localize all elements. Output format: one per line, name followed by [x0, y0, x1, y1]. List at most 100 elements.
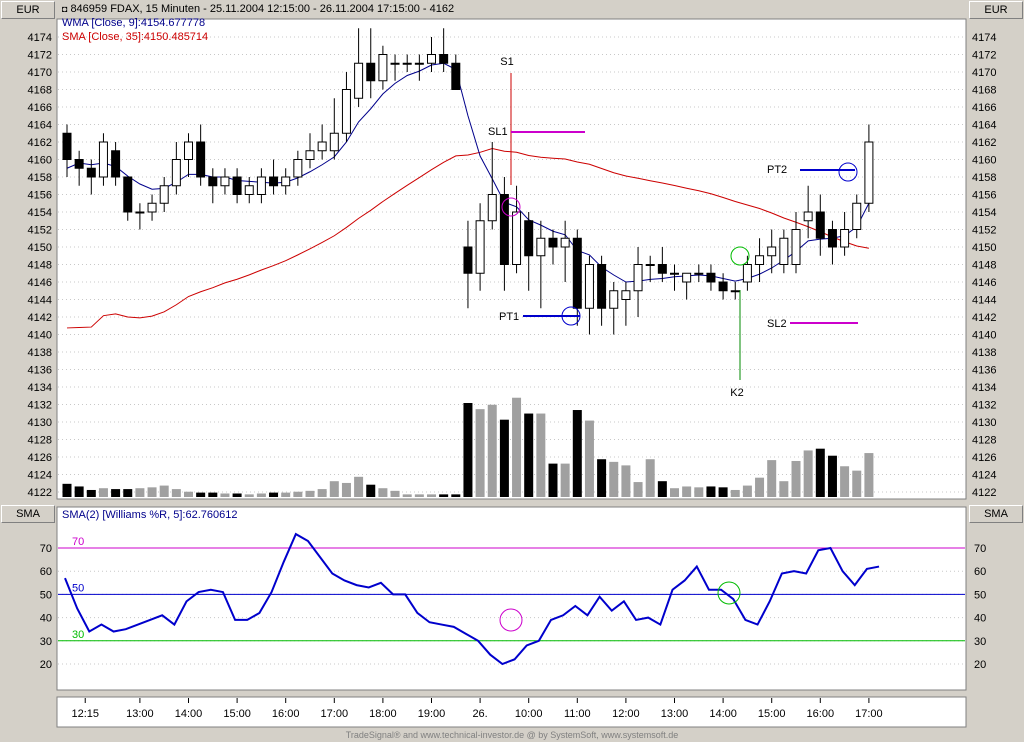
price-tick-label: 4160: [972, 155, 996, 167]
sma35-line: [66, 147, 869, 329]
price-tick-label: 4162: [972, 137, 996, 149]
candle-body: [147, 202, 157, 213]
candle: [220, 168, 230, 195]
candle: [548, 229, 558, 265]
candle: [196, 124, 206, 186]
bottom-right-unit: SMA: [969, 505, 1023, 523]
candle-body: [232, 176, 242, 195]
k2-entry-circle: [730, 246, 750, 266]
candle-body: [256, 176, 266, 195]
top-right-unit: EUR: [969, 1, 1023, 19]
volume-bar: [427, 494, 436, 497]
price-tick-label: 4134: [28, 382, 52, 394]
volume-bar: [111, 489, 121, 497]
oscillator-panel-bg: [56, 506, 967, 691]
volume-bar: [536, 413, 546, 497]
price-tick-label: 4122: [28, 487, 52, 499]
candlesticks: [62, 28, 874, 335]
candle-body: [402, 62, 412, 65]
volume-bar: [864, 453, 874, 497]
candle-body: [427, 54, 436, 64]
price-tick-label: 4152: [972, 225, 996, 237]
candle-body: [208, 176, 218, 187]
price-tick-label: 4142: [972, 312, 996, 324]
volume-bar: [524, 413, 534, 497]
pt1-circle: [561, 306, 581, 326]
volume-bar: [62, 483, 72, 497]
price-tick-label: 4166: [972, 102, 996, 114]
volume-bar: [475, 409, 485, 497]
volume-bar: [463, 403, 473, 497]
osc-tick-label: 40: [40, 613, 52, 625]
osc-level-label: 50: [72, 582, 84, 594]
legend-wma-text: WMA [Close, 9]:4154.677778: [62, 17, 206, 29]
candle-body: [730, 290, 740, 293]
oscillator-axis-left: 20 30 40 50 60 70: [40, 543, 52, 671]
candle-body: [864, 141, 874, 204]
time-tick-label: 26.: [472, 708, 487, 720]
price-tick-label: 4126: [972, 452, 996, 464]
osc-tick-label: 50: [40, 589, 52, 601]
volume-bar: [645, 459, 655, 497]
williams-r-sma-line: [64, 532, 880, 666]
candle: [560, 220, 570, 282]
volume-bar: [487, 404, 497, 497]
candle-body: [657, 264, 667, 274]
candle-body: [390, 62, 400, 65]
price-tick-label: 4136: [972, 365, 996, 377]
candle-body: [512, 211, 522, 265]
candle: [755, 238, 765, 282]
candle: [184, 133, 193, 177]
candle-body: [135, 211, 145, 214]
time-tick-label: 16:00: [272, 708, 300, 720]
candle: [341, 72, 351, 142]
osc-entry-circle-green: [717, 581, 741, 605]
candle-body: [584, 264, 594, 309]
volume-bar: [597, 459, 607, 497]
candle-body: [475, 220, 485, 274]
candle-body: [354, 62, 364, 99]
osc-tick-label: 20: [974, 659, 986, 671]
volume-bar: [159, 485, 169, 497]
volume-bar: [584, 420, 594, 497]
candle-body: [572, 237, 582, 309]
volume-bar: [730, 489, 740, 497]
candle-body: [560, 237, 570, 248]
price-tick-label: 4148: [28, 260, 52, 272]
price-tick-label: 4154: [972, 207, 996, 219]
candle: [597, 255, 607, 326]
volume-bar: [791, 460, 801, 497]
legend-oscillator-text: SMA(2) [Williams %R, 5]:62.760612: [62, 509, 238, 521]
price-tick-label: 4144: [28, 295, 52, 307]
volume-bar: [220, 493, 230, 497]
price-tick-label: 4156: [28, 190, 52, 202]
volume-bar: [74, 486, 84, 497]
price-tick-label: 4174: [972, 32, 996, 44]
price-tick-label: 4142: [28, 312, 52, 324]
osc-tick-label: 40: [974, 613, 986, 625]
bottom-left-unit: SMA: [1, 505, 55, 523]
osc-path: [64, 532, 880, 666]
osc-entry-circle-magenta: [499, 608, 523, 632]
chart-header-text: 846959 FDAX, 15 Minuten - 25.11.2004 12:…: [70, 3, 455, 15]
time-tick-label: 12:15: [71, 708, 99, 720]
candle: [354, 28, 364, 107]
volume-bar: [281, 492, 291, 497]
candle-body: [815, 211, 825, 239]
price-tick-label: 4164: [972, 120, 996, 132]
candle: [536, 220, 546, 309]
price-tick-label: 4128: [972, 435, 996, 447]
volume-bar: [840, 466, 850, 497]
price-tick-label: 4174: [28, 32, 52, 44]
price-tick-label: 4138: [972, 347, 996, 359]
candle: [767, 229, 777, 274]
pt1-label: PT1: [499, 311, 519, 323]
candle-body: [220, 176, 230, 187]
candle-body: [317, 141, 327, 152]
time-tick-label: 14:00: [175, 708, 203, 720]
price-tick-label: 4148: [972, 260, 996, 272]
candle: [305, 133, 315, 169]
candle-body: [329, 132, 339, 152]
candle: [159, 177, 169, 212]
candle: [657, 247, 667, 282]
